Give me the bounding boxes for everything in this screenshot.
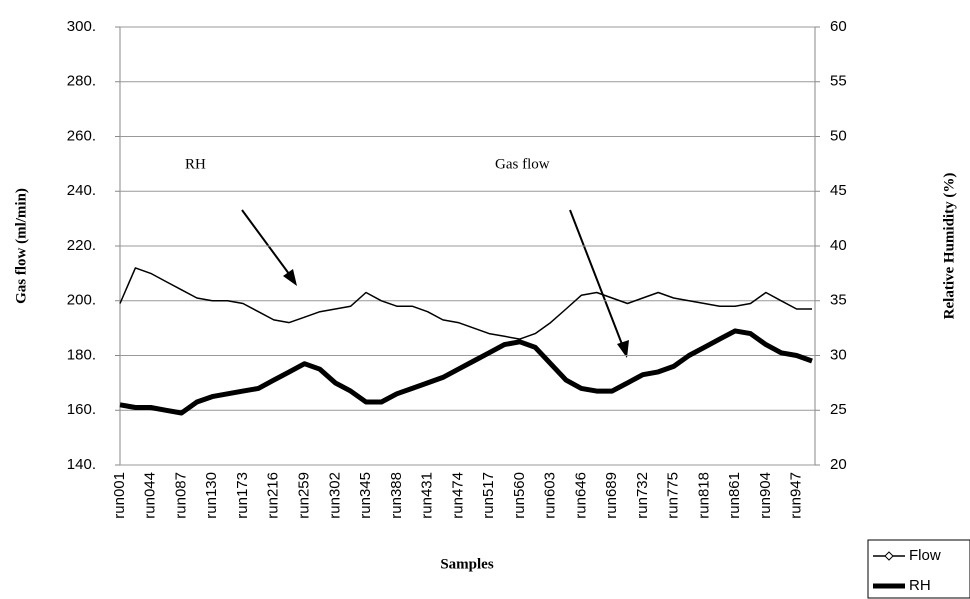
x-tick-label: run216 — [265, 472, 282, 519]
x-tick-label: run431 — [419, 472, 436, 519]
x-tick-label: run302 — [326, 472, 343, 519]
x-tick-label: run732 — [634, 472, 651, 519]
x-tick-label: run130 — [203, 472, 220, 519]
x-tick-label: run044 — [142, 472, 159, 519]
x-tick-label: run603 — [542, 472, 559, 519]
legend-marker — [884, 551, 894, 561]
y2-tick-label: 25 — [830, 401, 847, 418]
x-tick-label: run474 — [449, 472, 466, 519]
y2-tick-label: 30 — [830, 346, 847, 363]
x-tick-label: run001 — [111, 472, 128, 519]
y-tick-label: 200. — [67, 292, 96, 309]
x-tick-label: run775 — [665, 472, 682, 519]
x-tick-label: run646 — [572, 472, 589, 519]
y-tick-label: 140. — [67, 456, 96, 473]
annotation: RH — [185, 156, 206, 172]
y2-tick-label: 45 — [830, 182, 847, 199]
series-line — [119, 328, 813, 416]
x-tick-label: run087 — [172, 472, 189, 519]
y2-tick-label: 35 — [830, 292, 847, 309]
series-line — [119, 267, 812, 340]
y-tick-label: 280. — [67, 73, 96, 90]
x-tick-label: run259 — [296, 472, 313, 519]
x-tick-label: run560 — [511, 472, 528, 519]
y2-tick-label: 50 — [830, 127, 847, 144]
y2-tick-label: 60 — [830, 18, 847, 35]
x-tick-label: run517 — [480, 472, 497, 519]
x-tick-label: run388 — [388, 472, 405, 519]
annotation: Gas flow — [495, 156, 550, 172]
x-tick-label: run904 — [757, 472, 774, 519]
legend-label: Flow — [909, 547, 941, 564]
annotation-arrow — [569, 209, 626, 353]
x-tick-label: run345 — [357, 472, 374, 519]
y2-axis-title: Relative Humidity (%) — [941, 173, 957, 320]
x-axis-title: Samples — [440, 556, 494, 572]
y-tick-label: 260. — [67, 127, 96, 144]
y2-tick-label: 55 — [830, 73, 847, 90]
y-tick-label: 220. — [67, 237, 96, 254]
y-tick-label: 240. — [67, 182, 96, 199]
y2-tick-label: 20 — [830, 456, 847, 473]
annotation-arrowhead — [617, 340, 629, 358]
x-tick-label: run173 — [234, 472, 251, 519]
x-tick-label: run689 — [603, 472, 620, 519]
x-tick-label: run947 — [788, 472, 805, 519]
y-tick-label: 300. — [67, 18, 96, 35]
annotation-arrowhead — [283, 269, 297, 286]
x-tick-label: run861 — [726, 472, 743, 519]
y-tick-label: 180. — [67, 346, 96, 363]
y-tick-label: 160. — [67, 401, 96, 418]
y2-tick-label: 40 — [830, 237, 847, 254]
x-tick-label: run818 — [695, 472, 712, 519]
y-axis-title: Gas flow (ml/min) — [13, 188, 29, 304]
legend-label: RH — [909, 577, 931, 594]
